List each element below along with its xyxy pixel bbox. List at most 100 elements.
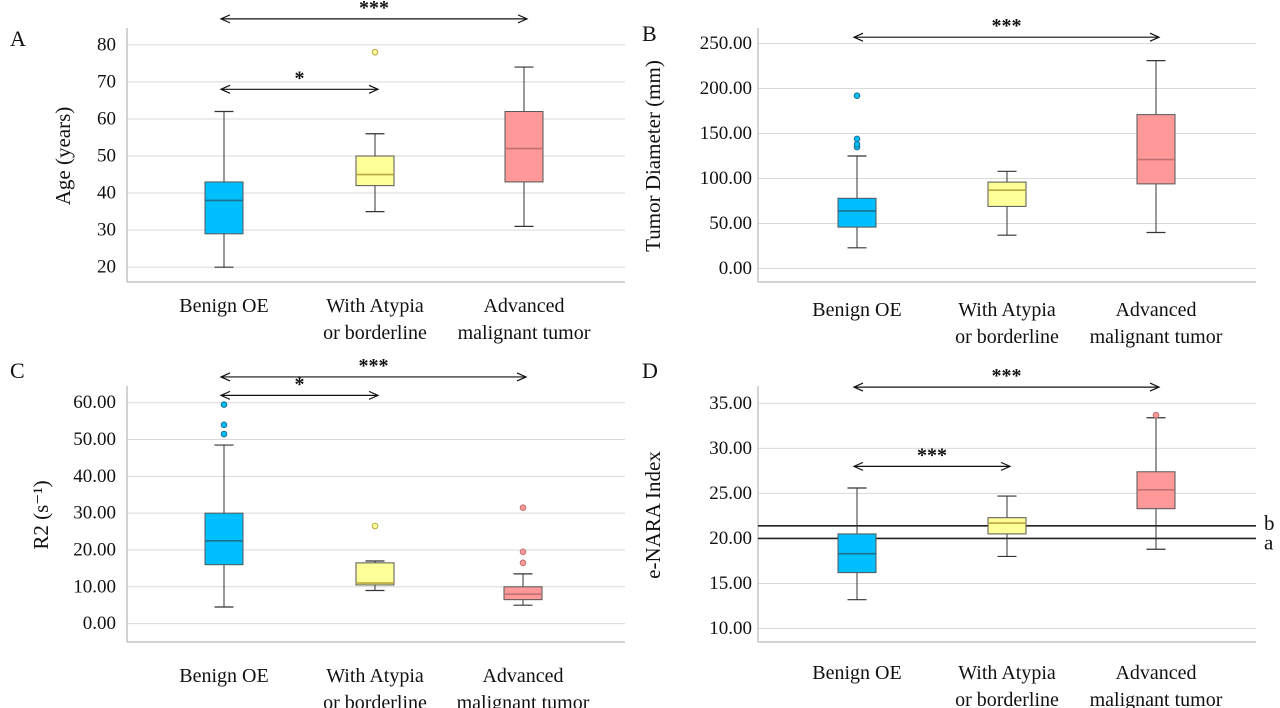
outlier-point — [519, 559, 527, 567]
significance-label: * — [295, 67, 305, 89]
y-tick-label: 40.00 — [73, 466, 116, 487]
y-tick-label: 70 — [97, 71, 116, 92]
x-category-label: Benign OE — [812, 299, 901, 321]
outlier-point — [519, 504, 527, 511]
y-tick-label: 60 — [97, 108, 116, 129]
x-category-label: Advanced — [483, 295, 564, 317]
y-tick-label: 50 — [97, 146, 116, 167]
y-tick-label: 80 — [97, 34, 116, 55]
x-category-label: With Atypia — [326, 665, 424, 687]
chart-panel-b: B 0.00 50.00 100.00 150.00 200.00 250.00 Tumor … — [641, 15, 1256, 348]
significance-label: *** — [917, 444, 947, 466]
reference-line-label: b — [1264, 511, 1275, 535]
y-tick-label: 10.00 — [73, 576, 116, 597]
y-tick-label: 50.00 — [73, 429, 116, 450]
y-tick-label: 20.00 — [709, 528, 752, 549]
x-category-label: Benign OE — [179, 295, 268, 317]
y-tick-label: 50.00 — [709, 213, 752, 234]
significance-arrow-left — [852, 32, 864, 42]
significance-label: * — [295, 373, 305, 395]
box — [987, 181, 1027, 207]
outlier-point — [853, 92, 861, 99]
significance-arrow-left — [852, 382, 864, 392]
y-tick-label: 35.00 — [709, 393, 752, 414]
y-tick-label: 0.00 — [83, 613, 116, 634]
x-category-label: or borderline — [323, 322, 427, 344]
outlier-point — [853, 141, 861, 148]
y-tick-label: 10.00 — [709, 618, 752, 639]
box — [987, 517, 1027, 535]
y-tick-label: 30 — [97, 220, 116, 241]
chart-panel-d: D 10.00 15.00 20.00 25.00 30.00 35.00 e-NARA In… — [641, 358, 1275, 708]
outlier-point — [220, 421, 228, 429]
significance-arrow-left — [219, 14, 231, 24]
significance-arrow-right — [516, 372, 528, 382]
significance-arrow-right — [368, 84, 380, 94]
outlier-point — [1152, 411, 1160, 419]
box — [204, 512, 244, 566]
y-axis-label: e-NARA Index — [641, 451, 665, 579]
x-category-label: or borderline — [323, 692, 427, 708]
x-category-label: malignant tumor — [457, 692, 590, 708]
significance-arrow-left — [219, 84, 231, 94]
box — [837, 197, 877, 228]
y-axis-label: R2 (s⁻¹) — [29, 480, 53, 549]
box — [503, 586, 543, 601]
y-tick-label: 20 — [97, 257, 116, 278]
box — [355, 155, 395, 187]
significance-arrow-left — [219, 372, 231, 382]
y-tick-label: 100.00 — [700, 168, 752, 189]
x-category-label: With Atypia — [958, 299, 1056, 321]
x-category-label: With Atypia — [326, 295, 424, 317]
significance-arrow-left — [852, 461, 864, 471]
outlier-point — [371, 522, 379, 530]
x-category-label: malignant tumor — [1090, 326, 1223, 348]
box — [204, 181, 244, 235]
x-category-label: malignant tumor — [1090, 689, 1223, 708]
outlier-point — [220, 430, 228, 438]
y-tick-label: 250.00 — [700, 33, 752, 54]
y-tick-label: 150.00 — [700, 123, 752, 144]
significance-arrow-right — [368, 390, 380, 400]
y-tick-label: 200.00 — [700, 78, 752, 99]
y-tick-label: 30.00 — [73, 503, 116, 524]
y-tick-label: 60.00 — [73, 392, 116, 413]
y-tick-label: 40 — [97, 183, 116, 204]
panel-letter: B — [642, 21, 657, 46]
box — [1136, 114, 1176, 185]
significance-label: *** — [992, 365, 1022, 387]
outlier-point — [853, 135, 861, 143]
outlier-point — [519, 548, 527, 556]
x-category-label: Advanced — [1115, 662, 1196, 684]
significance-arrow-right — [1149, 32, 1161, 42]
y-tick-label: 30.00 — [709, 438, 752, 459]
box — [504, 111, 544, 183]
box — [355, 562, 395, 586]
y-tick-label: 20.00 — [73, 539, 116, 560]
y-axis-label: Age (years) — [51, 107, 75, 206]
y-tick-label: 25.00 — [709, 483, 752, 504]
outlier-point — [371, 48, 379, 56]
x-category-label: or borderline — [955, 689, 1059, 708]
x-category-label: malignant tumor — [458, 322, 591, 344]
significance-arrow-right — [1149, 382, 1161, 392]
y-tick-label: 0.00 — [719, 258, 752, 279]
y-axis-label: Tumor Diameter (mm) — [641, 60, 665, 252]
significance-arrow-left — [219, 390, 231, 400]
outlier-point — [220, 401, 228, 408]
y-tick-label: 15.00 — [709, 573, 752, 594]
significance-arrow-right — [1000, 461, 1012, 471]
reference-line-label: a — [1264, 530, 1274, 554]
panel-letter: D — [642, 358, 658, 383]
x-category-label: Benign OE — [179, 665, 268, 687]
panel-letter: A — [10, 26, 26, 51]
chart-panel-c: C 0.00 10.00 20.00 30.00 40.00 50.00 60.00 R2 (s… — [10, 355, 625, 708]
significance-label: *** — [359, 0, 389, 19]
significance-label: *** — [359, 355, 389, 377]
x-category-label: Advanced — [1115, 299, 1196, 321]
x-category-label: Advanced — [482, 665, 563, 687]
panel-letter: C — [10, 358, 25, 383]
x-category-label: With Atypia — [958, 662, 1056, 684]
